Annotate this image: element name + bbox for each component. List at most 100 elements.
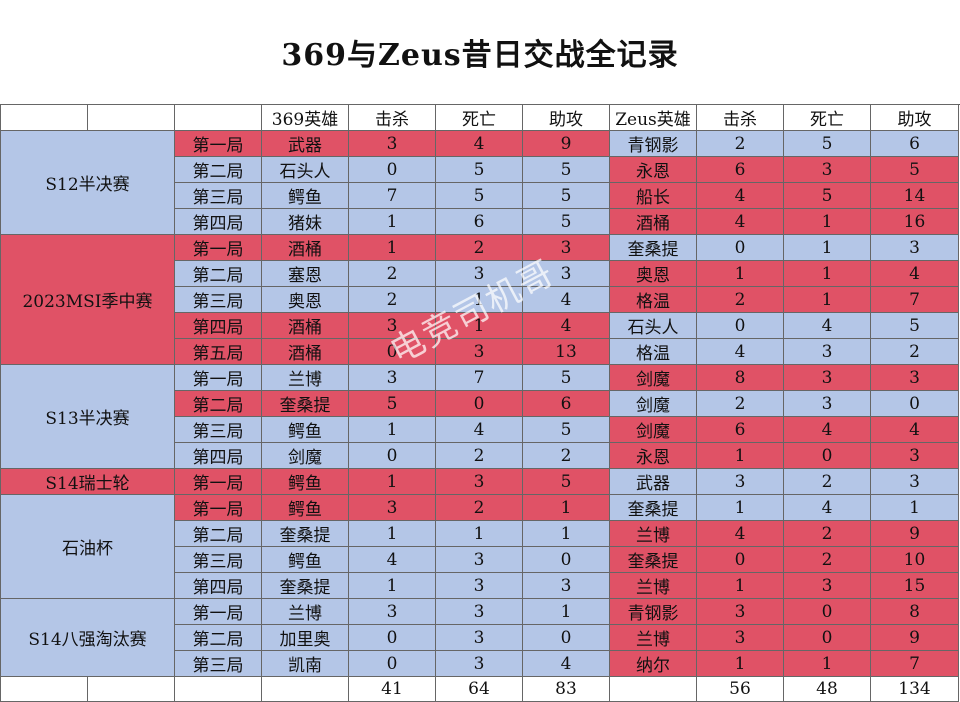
assists-zeus-cell: 5 (870, 312, 959, 339)
total-kills-369: 41 (348, 676, 436, 702)
hero-zeus-cell: 永恩 (609, 442, 697, 469)
total-deaths-zeus: 48 (783, 676, 871, 702)
total-assists-zeus: 134 (870, 676, 959, 702)
kills-zeus-cell: 3 (696, 598, 784, 625)
assists-369-cell: 4 (522, 312, 610, 339)
table-row: 第三局 鳄鱼 4 3 0 奎桑提 0 2 10 (1, 546, 959, 573)
totals-row: 41 64 83 56 48 134 (0, 676, 959, 702)
hero-369-cell: 鳄鱼 (261, 546, 349, 573)
kills-zeus-cell: 6 (696, 416, 784, 443)
game-number-cell: 第三局 (174, 416, 262, 443)
hero-zeus-cell: 石头人 (609, 312, 697, 339)
kills-369-cell: 7 (348, 182, 436, 209)
kills-zeus-cell: 1 (696, 572, 784, 599)
deaths-zeus-cell: 3 (783, 364, 871, 391)
kills-369-cell: 1 (348, 416, 436, 443)
deaths-369-cell: 0 (435, 390, 523, 417)
table-row: 第二局 奎桑提 5 0 6 剑魔 2 3 0 (1, 390, 959, 417)
hero-zeus-cell: 格温 (609, 338, 697, 365)
deaths-369-cell: 4 (435, 130, 523, 157)
assists-369-cell: 1 (522, 494, 610, 521)
game-number-cell: 第一局 (174, 598, 262, 625)
game-number-cell: 第一局 (174, 130, 262, 157)
deaths-369-cell: 3 (435, 598, 523, 625)
assists-369-cell: 0 (522, 624, 610, 651)
kills-369-cell: 1 (348, 208, 436, 235)
kills-zeus-cell: 0 (696, 234, 784, 261)
assists-zeus-cell: 3 (870, 468, 959, 495)
table-row: S14瑞士轮 第一局 鳄鱼 1 3 5 武器 3 2 3 (0, 468, 959, 495)
kills-369-cell: 3 (348, 364, 436, 391)
header-deaths-369: 死亡 (435, 104, 523, 131)
hero-369-cell: 鳄鱼 (261, 182, 349, 209)
deaths-zeus-cell: 2 (783, 546, 871, 573)
hero-369-cell: 兰博 (261, 598, 349, 625)
deaths-zeus-cell: 0 (783, 598, 871, 625)
assists-zeus-cell: 0 (870, 390, 959, 417)
assists-369-cell: 2 (522, 442, 610, 469)
header-deaths-zeus: 死亡 (783, 104, 871, 131)
deaths-zeus-cell: 4 (783, 312, 871, 339)
kills-zeus-cell: 4 (696, 182, 784, 209)
hero-zeus-cell: 奎桑提 (609, 546, 697, 573)
deaths-369-cell: 3 (435, 468, 523, 495)
deaths-zeus-cell: 5 (783, 182, 871, 209)
kills-zeus-cell: 3 (696, 624, 784, 651)
totals-blank-d (261, 676, 349, 702)
deaths-369-cell: 3 (435, 650, 523, 677)
header-blank-b (87, 104, 175, 131)
table-row: 2023MSI季中赛 第一局 酒桶 1 2 3 奎桑提 0 1 3 (0, 234, 959, 365)
assists-369-cell: 1 (522, 598, 610, 625)
hero-369-cell: 剑魔 (261, 442, 349, 469)
deaths-369-cell: 4 (435, 416, 523, 443)
deaths-zeus-cell: 4 (783, 494, 871, 521)
hero-zeus-cell: 纳尔 (609, 650, 697, 677)
game-number-cell: 第三局 (174, 182, 262, 209)
deaths-zeus-cell: 5 (783, 130, 871, 157)
kills-369-cell: 0 (348, 442, 436, 469)
hero-zeus-cell: 格温 (609, 286, 697, 313)
game-number-cell: 第二局 (174, 390, 262, 417)
kills-zeus-cell: 0 (696, 546, 784, 573)
deaths-369-cell: 1 (435, 312, 523, 339)
totals-blank-a (0, 676, 88, 702)
assists-369-cell: 5 (522, 364, 610, 391)
kills-zeus-cell: 6 (696, 156, 784, 183)
table-row: 第五局 酒桶 0 3 13 格温 4 3 2 (1, 338, 959, 365)
game-number-cell: 第四局 (174, 572, 262, 599)
assists-zeus-cell: 3 (870, 442, 959, 469)
hero-zeus-cell: 兰博 (609, 520, 697, 547)
kills-369-cell: 0 (348, 338, 436, 365)
deaths-zeus-cell: 3 (783, 572, 871, 599)
kills-zeus-cell: 1 (696, 260, 784, 287)
header-assists-zeus: 助攻 (870, 104, 959, 131)
header-kills-zeus: 击杀 (696, 104, 784, 131)
match-table: 369英雄 击杀 死亡 助攻 Zeus英雄 击杀 死亡 助攻 S12半决赛 第一局… (0, 104, 959, 702)
game-number-cell: 第一局 (174, 234, 262, 261)
assists-zeus-cell: 7 (870, 286, 959, 313)
game-number-cell: 第四局 (174, 442, 262, 469)
hero-zeus-cell: 剑魔 (609, 390, 697, 417)
hero-zeus-cell: 酒桶 (609, 208, 697, 235)
table-row: 第三局 鳄鱼 7 5 5 船长 4 5 14 (1, 182, 959, 209)
hero-zeus-cell: 永恩 (609, 156, 697, 183)
table-row: 第三局 凯南 0 3 4 纳尔 1 1 7 (1, 650, 959, 677)
game-number-cell: 第四局 (174, 312, 262, 339)
hero-369-cell: 兰博 (261, 364, 349, 391)
deaths-zeus-cell: 1 (783, 286, 871, 313)
game-number-cell: 第二局 (174, 260, 262, 287)
deaths-zeus-cell: 0 (783, 442, 871, 469)
assists-zeus-cell: 1 (870, 494, 959, 521)
game-number-cell: 第四局 (174, 208, 262, 235)
kills-zeus-cell: 8 (696, 364, 784, 391)
assists-zeus-cell: 16 (870, 208, 959, 235)
assists-369-cell: 5 (522, 182, 610, 209)
hero-zeus-cell: 武器 (609, 468, 697, 495)
header-hero-zeus: Zeus英雄 (609, 104, 697, 131)
deaths-369-cell: 1 (435, 520, 523, 547)
deaths-369-cell: 5 (435, 182, 523, 209)
hero-zeus-cell: 青钢影 (609, 130, 697, 157)
assists-zeus-cell: 4 (870, 260, 959, 287)
deaths-369-cell: 7 (435, 364, 523, 391)
kills-369-cell: 3 (348, 130, 436, 157)
